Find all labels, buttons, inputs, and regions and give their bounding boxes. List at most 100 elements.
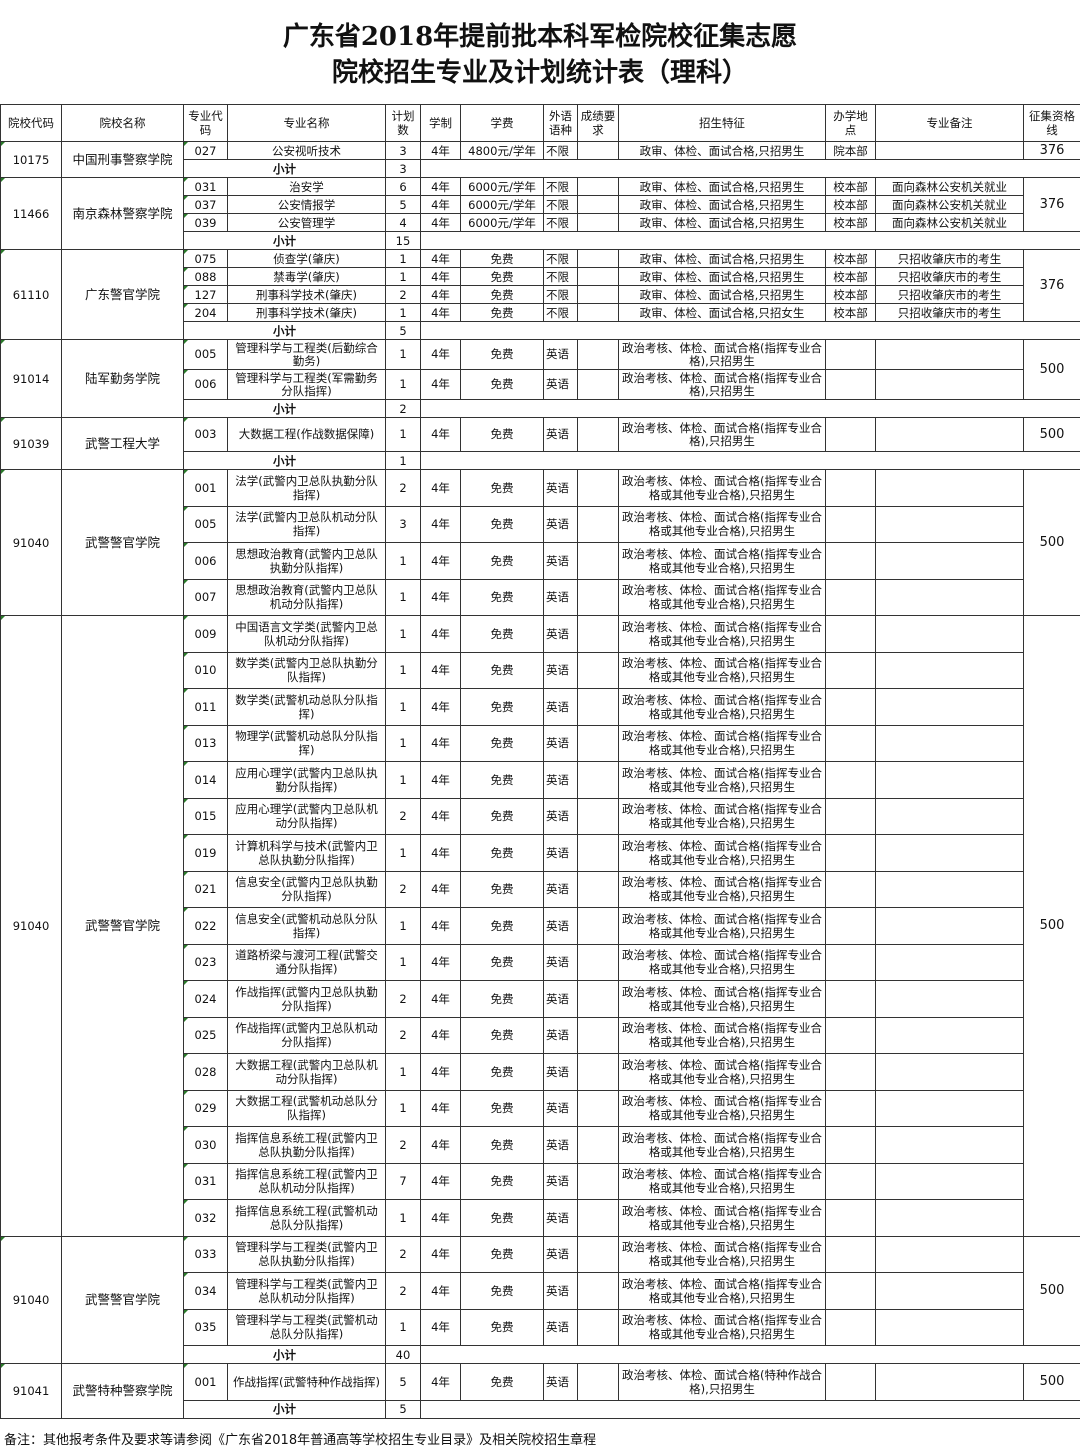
score-requirement-cell <box>578 908 619 945</box>
plan-count-cell: 1 <box>386 616 421 653</box>
foreign-language-cell: 不限 <box>544 196 578 214</box>
qualification-line: 500 <box>1024 418 1080 452</box>
major-code-cell: 014 <box>184 762 228 799</box>
major-name-cell: 信息安全(武警内卫总队执勤分队指挥) <box>228 871 386 908</box>
qualification-line: 500 <box>1024 616 1080 1237</box>
school-name: 广东警官学院 <box>62 250 184 340</box>
score-requirement-cell <box>578 1273 619 1310</box>
column-header: 外语语种 <box>544 105 578 142</box>
foreign-language-cell: 英语 <box>544 579 578 616</box>
major-remark-cell: 面向森林公安机关就业 <box>876 196 1024 214</box>
campus-cell <box>826 1364 876 1401</box>
duration-cell: 4年 <box>421 418 461 452</box>
qualification-line: 376 <box>1024 178 1080 232</box>
campus-cell <box>826 798 876 835</box>
score-requirement-cell <box>578 340 619 370</box>
major-remark-cell <box>876 762 1024 799</box>
admission-features-cell: 政审、体检、面试合格,只招男生 <box>619 214 826 232</box>
major-name-cell: 思想政治教育(武警内卫总队执勤分队指挥) <box>228 543 386 580</box>
duration-cell: 4年 <box>421 506 461 543</box>
major-remark-cell <box>876 944 1024 981</box>
duration-cell: 4年 <box>421 340 461 370</box>
school-name: 南京森林警察学院 <box>62 178 184 250</box>
major-code-cell: 006 <box>184 370 228 400</box>
campus-cell <box>826 1017 876 1054</box>
school-name: 陆军勤务学院 <box>62 340 184 418</box>
score-requirement-cell <box>578 579 619 616</box>
foreign-language-cell: 不限 <box>544 178 578 196</box>
foreign-language-cell: 英语 <box>544 1054 578 1091</box>
tuition-cell: 6000元/学年 <box>461 196 544 214</box>
campus-cell <box>826 652 876 689</box>
major-remark-cell <box>876 1090 1024 1127</box>
major-remark-cell <box>876 835 1024 872</box>
major-remark-cell: 面向森林公安机关就业 <box>876 214 1024 232</box>
column-header: 专业备注 <box>876 105 1024 142</box>
school-name: 武警警官学院 <box>62 1236 184 1364</box>
major-name-cell: 治安学 <box>228 178 386 196</box>
major-remark-cell <box>876 142 1024 160</box>
major-code-cell: 015 <box>184 798 228 835</box>
foreign-language-cell: 英语 <box>544 1090 578 1127</box>
score-requirement-cell <box>578 286 619 304</box>
score-requirement-cell <box>578 981 619 1018</box>
school-name: 武警警官学院 <box>62 616 184 1237</box>
major-remark-cell <box>876 1236 1024 1273</box>
foreign-language-cell: 英语 <box>544 506 578 543</box>
page-title: 广东省2018年提前批本科军检院校征集志愿 <box>0 16 1080 53</box>
major-name-cell: 作战指挥(武警内卫总队执勤分队指挥) <box>228 981 386 1018</box>
duration-cell: 4年 <box>421 725 461 762</box>
duration-cell: 4年 <box>421 981 461 1018</box>
admission-features-cell: 政治考核、体检、面试合格(指挥专业合格或其他专业合格),只招男生 <box>619 1127 826 1164</box>
plan-count-cell: 1 <box>386 944 421 981</box>
tuition-cell: 免费 <box>461 762 544 799</box>
major-remark-cell <box>876 470 1024 507</box>
subtotal-blank <box>421 232 1080 250</box>
plan-count-cell: 1 <box>386 340 421 370</box>
major-code-cell: 031 <box>184 178 228 196</box>
major-code-cell: 034 <box>184 1273 228 1310</box>
major-code-cell: 006 <box>184 543 228 580</box>
major-name-cell: 管理科学与工程类(武警机动总队分队指挥) <box>228 1309 386 1346</box>
major-code-cell: 028 <box>184 1054 228 1091</box>
major-code-cell: 003 <box>184 418 228 452</box>
subtotal-value: 5 <box>386 322 421 340</box>
duration-cell: 4年 <box>421 616 461 653</box>
plan-count-cell: 4 <box>386 214 421 232</box>
foreign-language-cell: 不限 <box>544 142 578 160</box>
plan-count-cell: 5 <box>386 1364 421 1401</box>
major-name-cell: 管理科学与工程类(军需勤务分队指挥) <box>228 370 386 400</box>
foreign-language-cell: 英语 <box>544 689 578 726</box>
admission-features-cell: 政审、体检、面试合格,只招男生 <box>619 178 826 196</box>
major-name-cell: 大数据工程(武警内卫总队机动分队指挥) <box>228 1054 386 1091</box>
plan-count-cell: 5 <box>386 196 421 214</box>
column-header: 专业名称 <box>228 105 386 142</box>
duration-cell: 4年 <box>421 214 461 232</box>
major-code-cell: 204 <box>184 304 228 322</box>
admission-features-cell: 政治考核、体检、面试合格(指挥专业合格或其他专业合格),只招男生 <box>619 725 826 762</box>
duration-cell: 4年 <box>421 1090 461 1127</box>
major-remark-cell <box>876 370 1024 400</box>
score-requirement-cell <box>578 944 619 981</box>
duration-cell: 4年 <box>421 250 461 268</box>
major-name-cell: 中国语言文学类(武警内卫总队机动分队指挥) <box>228 616 386 653</box>
campus-cell <box>826 579 876 616</box>
campus-cell: 校本部 <box>826 196 876 214</box>
major-name-cell: 刑事科学技术(肇庆) <box>228 286 386 304</box>
major-remark-cell <box>876 981 1024 1018</box>
major-name-cell: 物理学(武警机动总队分队指挥) <box>228 725 386 762</box>
tuition-cell: 免费 <box>461 835 544 872</box>
column-header: 院校名称 <box>62 105 184 142</box>
admission-features-cell: 政治考核、体检、面试合格(指挥专业合格或其他专业合格),只招男生 <box>619 652 826 689</box>
plan-count-cell: 2 <box>386 470 421 507</box>
subtotal-value: 1 <box>386 452 421 470</box>
duration-cell: 4年 <box>421 835 461 872</box>
duration-cell: 4年 <box>421 1364 461 1401</box>
school-name: 武警警官学院 <box>62 470 184 616</box>
admission-features-cell: 政治考核、体检、面试合格(指挥专业合格或其他专业合格),只招男生 <box>619 1054 826 1091</box>
plan-count-cell: 3 <box>386 142 421 160</box>
major-code-cell: 037 <box>184 196 228 214</box>
plan-count-cell: 2 <box>386 1127 421 1164</box>
score-requirement-cell <box>578 506 619 543</box>
